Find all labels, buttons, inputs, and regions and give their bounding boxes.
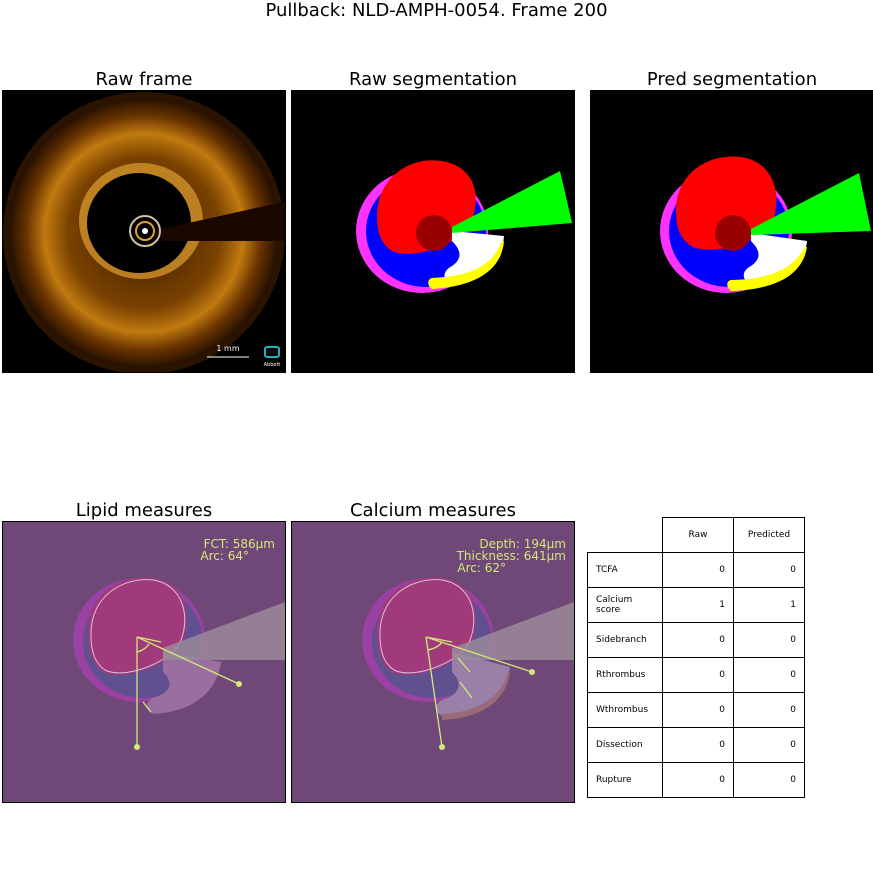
row-label: Dissection — [587, 727, 663, 763]
row-label: TCFA — [587, 552, 663, 588]
calcium-measures-panel: Depth: 194µm Thickness: 641µm Arc: 62° — [291, 521, 575, 803]
predicted-value: 1 — [733, 587, 805, 623]
column-header-raw: Raw — [662, 517, 734, 553]
table-row: TCFA 0 0 — [587, 552, 805, 588]
lipid-measures-panel: FCT: 586µm Arc: 64° — [2, 521, 286, 803]
pred-segmentation-title: Pred segmentation — [646, 69, 818, 90]
calcium-arc-text: Arc: 62° — [457, 561, 506, 575]
thickness-text: Thickness: 641µm — [456, 549, 566, 563]
raw-segmentation-map — [356, 160, 572, 293]
fct-text: FCT: 586µm — [204, 537, 275, 551]
row-label: Sidebranch — [587, 622, 663, 658]
metrics-table: Raw Predicted TCFA 0 0 Calcium score 1 1… — [587, 517, 805, 798]
predicted-value: 0 — [733, 657, 805, 693]
table-row: Dissection 0 0 — [587, 727, 805, 763]
lipid-measures-overlay: FCT: 586µm Arc: 64° — [73, 537, 285, 750]
predicted-value: 0 — [733, 692, 805, 728]
lipid-arc-text: Arc: 64° — [200, 549, 249, 563]
raw-value: 0 — [662, 692, 734, 728]
column-header-predicted: Predicted — [733, 517, 805, 553]
abbott-logo-icon — [264, 346, 280, 358]
row-label: Calcium score — [587, 587, 663, 623]
depth-text: Depth: 194µm — [479, 537, 566, 551]
raw-value: 0 — [662, 727, 734, 763]
row-label: Rupture — [587, 762, 663, 798]
table-row: Wthrombus 0 0 — [587, 692, 805, 728]
predicted-value: 0 — [733, 762, 805, 798]
raw-segmentation-title: Raw segmentation — [348, 69, 518, 90]
oct-image: 1 mm Abbott — [3, 92, 285, 372]
raw-frame-title: Raw frame — [95, 69, 193, 90]
row-label: Wthrombus — [587, 692, 663, 728]
table-row: Sidebranch 0 0 — [587, 622, 805, 658]
raw-value: 0 — [662, 657, 734, 693]
raw-segmentation-panel — [291, 90, 575, 373]
row-label: Rthrombus — [587, 657, 663, 693]
lipid-measures-title: Lipid measures — [75, 500, 213, 521]
figure-title: Pullback: NLD-AMPH-0054. Frame 200 — [265, 0, 608, 21]
raw-value: 0 — [662, 622, 734, 658]
pred-segmentation-panel — [590, 90, 873, 373]
predicted-value: 0 — [733, 622, 805, 658]
pred-segmentation-map — [660, 156, 871, 293]
raw-value: 0 — [662, 762, 734, 798]
predicted-value: 0 — [733, 727, 805, 763]
table-header-row: Raw Predicted — [588, 517, 805, 553]
scalebar-label: 1 mm — [216, 344, 239, 353]
predicted-value: 0 — [733, 552, 805, 588]
raw-frame-panel: 1 mm Abbott — [2, 90, 286, 373]
calcium-measures-title: Calcium measures — [349, 500, 517, 521]
table-row: Rthrombus 0 0 — [587, 657, 805, 693]
table-row: Calcium score 1 1 — [587, 587, 805, 623]
calcium-measures-overlay: Depth: 194µm Thickness: 641µm Arc: 62° — [362, 537, 574, 750]
raw-value: 1 — [662, 587, 734, 623]
raw-value: 0 — [662, 552, 734, 588]
table-row: Rupture 0 0 — [587, 762, 805, 798]
logo-text: Abbott — [264, 362, 281, 368]
